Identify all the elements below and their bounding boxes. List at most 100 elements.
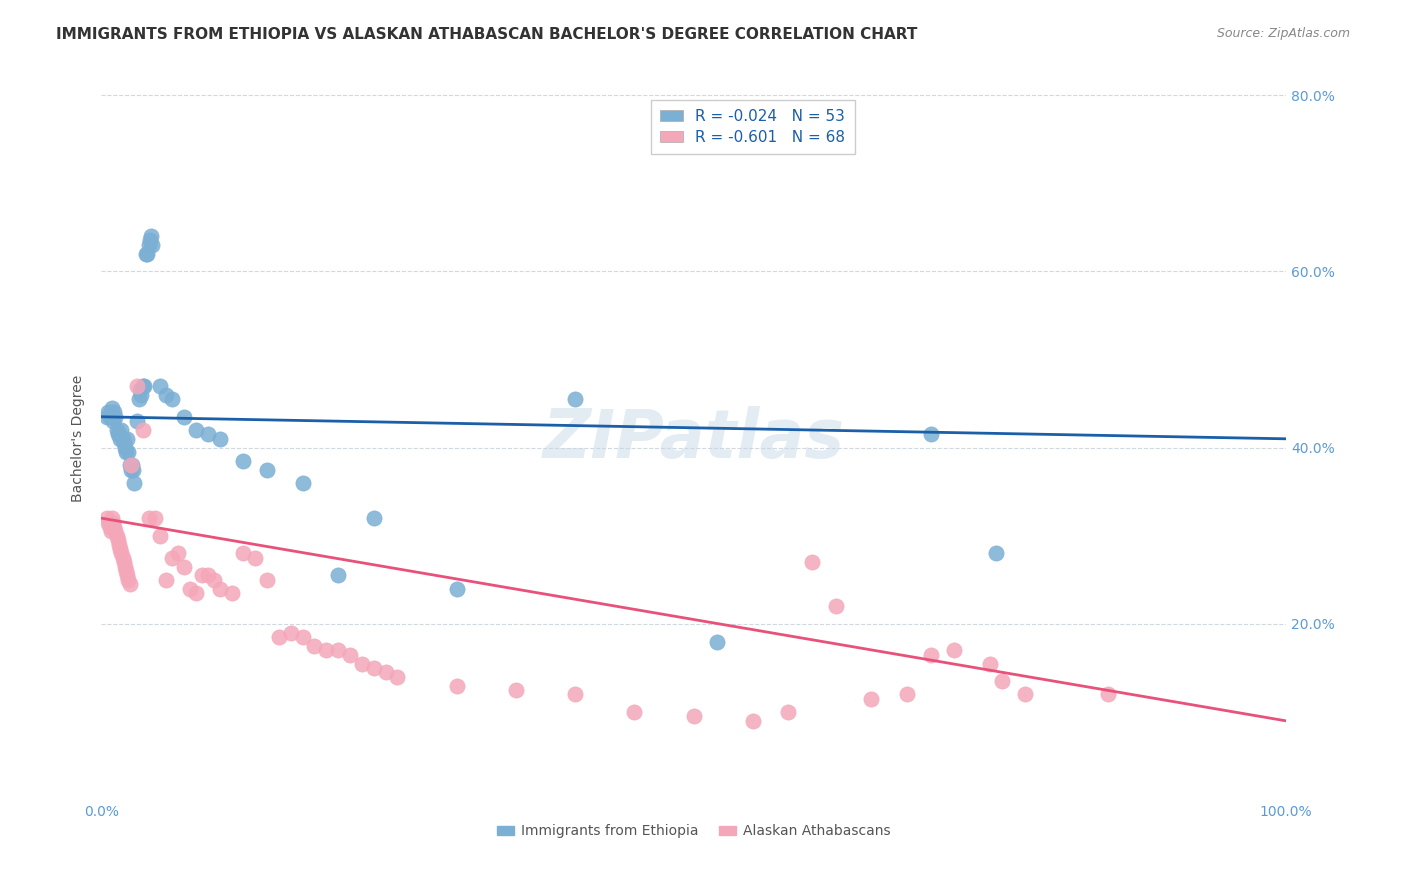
Point [232,454,254,468]
Point [623,705,645,719]
Point [120,463,142,477]
Point [363,661,385,675]
Point [824,599,846,614]
Point [108,427,131,442]
Point [363,511,385,525]
Point [112,555,135,569]
Point [101,511,124,525]
Point [328,643,350,657]
Point [208,582,231,596]
Point [155,573,177,587]
Point [741,714,763,728]
Point [112,436,135,450]
Point [291,475,314,490]
Point [162,550,184,565]
Point [118,577,141,591]
Point [118,458,141,473]
Point [98,520,121,534]
Point [184,423,207,437]
Point [107,533,129,548]
Point [110,546,132,560]
Point [564,687,586,701]
Point [103,405,125,419]
Point [138,511,160,525]
Point [173,409,195,424]
Point [896,687,918,701]
Point [139,229,162,244]
Point [202,573,225,587]
Point [132,379,155,393]
Text: Source: ZipAtlas.com: Source: ZipAtlas.com [1216,27,1350,40]
Point [111,550,134,565]
Y-axis label: Bachelor's Degree: Bachelor's Degree [72,376,86,502]
Point [245,550,267,565]
Point [100,524,122,539]
Point [97,405,120,419]
Point [128,392,150,406]
Point [114,559,136,574]
Point [267,630,290,644]
Point [801,555,824,569]
Point [105,529,128,543]
Point [97,516,120,530]
Point [101,414,124,428]
Point [155,388,177,402]
Point [108,432,131,446]
Point [184,586,207,600]
Point [984,546,1007,560]
Point [136,246,159,260]
Point [682,709,704,723]
Point [125,379,148,393]
Point [115,445,138,459]
Point [167,546,190,560]
Point [920,648,942,662]
Point [505,683,527,698]
Point [920,427,942,442]
Point [256,463,278,477]
Point [328,568,350,582]
Point [221,586,243,600]
Point [138,238,160,252]
Point [990,674,1012,689]
Point [446,582,468,596]
Point [778,705,800,719]
Point [179,582,201,596]
Point [108,541,131,556]
Point [143,511,166,525]
Point [124,475,146,490]
Point [129,384,152,398]
Point [197,427,219,442]
Point [117,573,139,587]
Point [131,379,153,393]
Point [100,405,122,419]
Point [197,568,219,582]
Point [564,392,586,406]
Point [117,568,139,582]
Point [943,643,966,657]
Point [149,529,172,543]
Point [96,511,118,525]
Legend: Immigrants from Ethiopia, Alaskan Athabascans: Immigrants from Ethiopia, Alaskan Athaba… [492,819,896,844]
Point [374,665,396,680]
Point [131,423,153,437]
Point [117,432,139,446]
Point [115,564,138,578]
Point [280,625,302,640]
Point [139,234,162,248]
Point [339,648,361,662]
Point [191,568,214,582]
Point [387,670,409,684]
Point [105,423,128,437]
Point [98,409,121,424]
Point [162,392,184,406]
Point [1014,687,1036,701]
Point [131,388,153,402]
Point [104,409,127,424]
Point [860,691,883,706]
Point [108,538,131,552]
Point [208,432,231,446]
Point [141,238,163,252]
Point [135,246,157,260]
Point [256,573,278,587]
Text: ZIPatlas: ZIPatlas [543,406,845,472]
